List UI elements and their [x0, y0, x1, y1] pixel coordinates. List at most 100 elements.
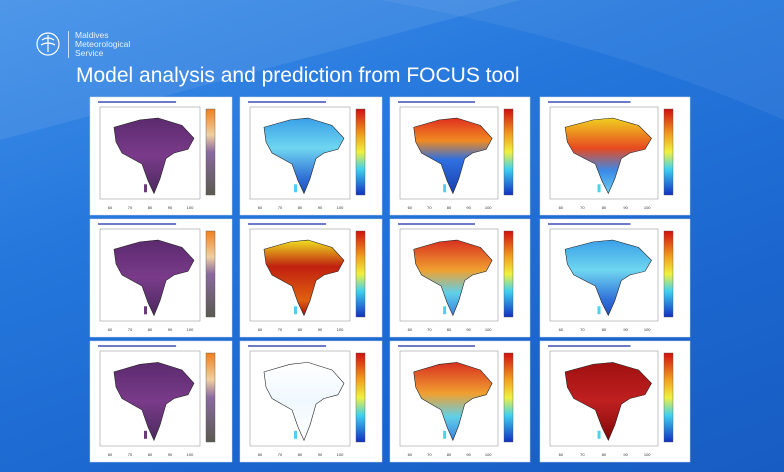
panel-caption [98, 223, 177, 225]
axis-tick-label: 80 [602, 205, 607, 210]
panel-caption [548, 345, 631, 347]
axis-tick-label: 60 [408, 205, 413, 210]
plot-frame [399, 106, 499, 200]
map-shape [413, 239, 493, 317]
colorbar [663, 108, 674, 196]
axis-tick-label: 60 [408, 327, 413, 332]
map-shape [113, 239, 195, 317]
axis-tick-label: 70 [128, 205, 133, 210]
map-panel: 60 70 80 90 100 [539, 218, 691, 338]
axis-tick-label: 100 [187, 205, 194, 210]
map-panel: 60 70 80 90 100 [389, 218, 531, 338]
island-marks [597, 184, 601, 193]
island-marks [443, 306, 447, 315]
logo [36, 32, 60, 56]
axis-tick-label: 60 [108, 205, 113, 210]
island-marks [144, 184, 147, 193]
map-panel: 60 70 80 90 100 [239, 96, 383, 216]
colorbar [663, 352, 674, 443]
axis-tick-label: 60 [559, 452, 564, 457]
axis-tick-label: 80 [447, 205, 452, 210]
org-name: Maldives Meteorological Service [68, 31, 130, 58]
axis-tick-label: 70 [427, 327, 432, 332]
map-shape [263, 362, 345, 442]
axis-tick-label: 100 [337, 327, 344, 332]
axis-tick-label: 70 [278, 452, 283, 457]
axis-tick-label: 80 [298, 205, 303, 210]
axis-tick-label: 90 [466, 205, 471, 210]
axis-tick-label: 90 [623, 452, 628, 457]
plot-frame [249, 350, 351, 447]
axis-tick-label: 100 [644, 452, 651, 457]
axis-tick-label: 100 [644, 205, 651, 210]
map-shape [413, 362, 493, 442]
axis-tick-label: 100 [644, 327, 651, 332]
island-marks [597, 430, 601, 439]
plot-frame [399, 350, 499, 447]
axis-tick-label: 90 [318, 452, 323, 457]
axis-tick-label: 70 [278, 327, 283, 332]
plot-frame [249, 228, 351, 322]
map-shape [113, 362, 195, 442]
axis-tick-label: 80 [148, 452, 153, 457]
axis-tick-label: 70 [128, 327, 133, 332]
colorbar [355, 230, 366, 318]
colorbar [355, 352, 366, 443]
island-marks [443, 430, 447, 439]
map-panel: 60 70 80 90 100 [89, 96, 233, 216]
plot-frame [549, 350, 659, 447]
axis-tick-label: 100 [187, 452, 194, 457]
panel-caption [548, 101, 631, 103]
axis-tick-label: 70 [278, 205, 283, 210]
axis-tick-label: 70 [427, 452, 432, 457]
map-panel: 60 70 80 90 100 [89, 218, 233, 338]
colorbar [205, 352, 216, 443]
axis-tick-label: 90 [318, 327, 323, 332]
axis-tick-label: 80 [447, 327, 452, 332]
map-panel: 60 70 80 90 100 [389, 340, 531, 463]
axis-tick-label: 90 [168, 452, 173, 457]
axis-tick-label: 100 [337, 205, 344, 210]
colorbar [205, 108, 216, 196]
colorbar [355, 108, 366, 196]
axis-tick-label: 60 [258, 327, 263, 332]
plot-frame [99, 106, 201, 200]
axis-tick-label: 60 [108, 327, 113, 332]
axis-tick-label: 70 [580, 452, 585, 457]
axis-tick-label: 90 [318, 205, 323, 210]
island-marks [294, 306, 297, 315]
axis-tick-label: 60 [108, 452, 113, 457]
org-line: Maldives [75, 30, 109, 40]
map-shape [564, 117, 652, 195]
axis-tick-label: 80 [298, 452, 303, 457]
map-shape [564, 239, 652, 317]
axis-tick-label: 80 [602, 327, 607, 332]
axis-tick-label: 80 [148, 205, 153, 210]
axis-tick-label: 60 [258, 205, 263, 210]
colorbar [503, 352, 514, 443]
axis-tick-label: 90 [623, 327, 628, 332]
axis-tick-label: 90 [466, 327, 471, 332]
axis-tick-label: 60 [559, 327, 564, 332]
island-marks [443, 184, 447, 193]
panel-caption [398, 345, 475, 347]
axis-tick-label: 90 [168, 205, 173, 210]
plot-frame [249, 106, 351, 200]
panel-caption [248, 345, 327, 347]
panel-caption [98, 345, 177, 347]
map-panel: 60 70 80 90 100 [239, 218, 383, 338]
plot-frame [99, 350, 201, 447]
panel-caption [248, 223, 327, 225]
axis-tick-label: 100 [337, 452, 344, 457]
axis-tick-label: 70 [580, 327, 585, 332]
panel-caption [248, 101, 327, 103]
panel-caption [548, 223, 631, 225]
map-panel: 60 70 80 90 100 [239, 340, 383, 463]
axis-tick-label: 80 [602, 452, 607, 457]
axis-tick-label: 80 [148, 327, 153, 332]
axis-tick-label: 100 [485, 327, 492, 332]
map-shape [263, 117, 345, 195]
map-panel: 60 70 80 90 100 [89, 340, 233, 463]
